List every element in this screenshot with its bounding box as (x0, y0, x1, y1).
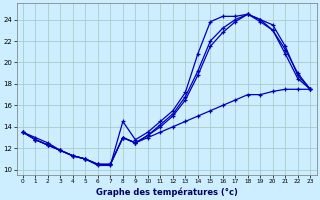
X-axis label: Graphe des températures (°c): Graphe des températures (°c) (96, 187, 237, 197)
